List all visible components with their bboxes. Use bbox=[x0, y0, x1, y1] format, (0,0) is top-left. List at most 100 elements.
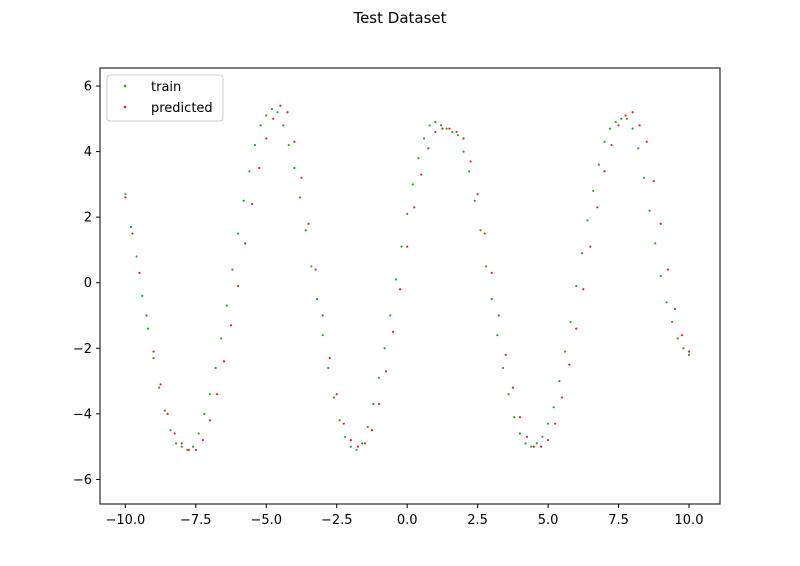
data-point-train bbox=[524, 442, 527, 445]
legend: train predicted bbox=[106, 74, 224, 122]
data-point-predicted bbox=[201, 438, 204, 442]
data-point-train bbox=[327, 366, 330, 370]
data-point-predicted bbox=[166, 412, 169, 415]
data-point-train bbox=[355, 448, 358, 452]
x-tick-label: 2.5 bbox=[467, 513, 488, 528]
data-point-predicted bbox=[546, 438, 550, 442]
x-axis-ticks: −10.0 −7.5 −5.0 −2.5 0.0 2.5 5.0 7.5 10.0 bbox=[105, 504, 703, 528]
data-point-train bbox=[501, 366, 505, 370]
data-point-predicted bbox=[349, 438, 352, 442]
data-point-predicted bbox=[624, 114, 627, 117]
data-point-train bbox=[434, 120, 437, 124]
data-point-predicted bbox=[532, 445, 536, 448]
data-point-train bbox=[349, 445, 352, 448]
data-point-train bbox=[642, 176, 646, 179]
data-point-train bbox=[310, 265, 313, 268]
data-point-predicted bbox=[180, 442, 183, 445]
data-point-train bbox=[265, 114, 268, 117]
data-point-predicted bbox=[236, 284, 240, 288]
data-point-train bbox=[298, 196, 302, 199]
data-point-train bbox=[603, 140, 606, 143]
data-point-predicted bbox=[462, 137, 465, 140]
data-point-predicted bbox=[476, 193, 479, 196]
data-point-train bbox=[220, 337, 223, 340]
data-point-predicted bbox=[652, 179, 655, 183]
data-point-train bbox=[614, 120, 617, 124]
data-point-predicted bbox=[659, 222, 662, 225]
legend-frame bbox=[106, 74, 224, 122]
data-point-predicted bbox=[610, 143, 613, 147]
x-tick-label: −7.5 bbox=[180, 513, 212, 528]
data-point-predicted bbox=[539, 445, 543, 448]
data-point-train bbox=[372, 402, 375, 406]
data-point-train bbox=[451, 130, 454, 134]
data-point-train bbox=[563, 350, 567, 353]
y-tick-label: 0 bbox=[84, 276, 92, 291]
data-point-predicted bbox=[617, 124, 620, 127]
data-point-predicted bbox=[215, 393, 219, 396]
data-point-predicted bbox=[272, 117, 275, 120]
y-tick-label: −2 bbox=[73, 342, 92, 357]
data-point-train bbox=[135, 255, 138, 258]
data-point-train bbox=[203, 412, 206, 415]
data-point-predicted bbox=[229, 324, 233, 327]
data-point-train bbox=[428, 124, 431, 127]
data-point-predicted bbox=[518, 416, 522, 419]
data-point-predicted bbox=[286, 111, 289, 114]
legend-label-predicted: predicted bbox=[151, 101, 213, 116]
y-tick-label: −4 bbox=[73, 407, 92, 422]
data-point-predicted bbox=[222, 360, 226, 363]
data-point-train bbox=[389, 314, 392, 317]
data-point-train bbox=[152, 357, 155, 360]
data-point-train bbox=[338, 419, 341, 422]
data-point-train bbox=[242, 199, 245, 202]
data-point-predicted bbox=[673, 307, 677, 311]
data-point-train bbox=[507, 393, 510, 396]
data-point-train bbox=[332, 396, 336, 399]
legend-label-train: train bbox=[151, 80, 181, 95]
data-point-predicted bbox=[314, 268, 317, 271]
data-point-train bbox=[637, 147, 640, 150]
data-point-predicted bbox=[511, 386, 514, 389]
data-point-train bbox=[552, 406, 555, 409]
data-point-predicted bbox=[434, 130, 437, 134]
data-point-train bbox=[248, 170, 251, 173]
data-point-predicted bbox=[420, 173, 423, 176]
data-point-train bbox=[558, 379, 561, 383]
data-point-train bbox=[439, 124, 443, 127]
data-point-predicted bbox=[504, 353, 507, 356]
data-point-predicted bbox=[631, 111, 634, 114]
data-point-train bbox=[597, 163, 600, 166]
data-point-train bbox=[468, 170, 471, 173]
y-tick-label: 6 bbox=[84, 80, 92, 95]
data-point-predicted bbox=[645, 140, 648, 143]
data-point-predicted bbox=[384, 370, 388, 373]
data-point-train bbox=[620, 117, 623, 120]
data-point-train bbox=[304, 229, 307, 232]
data-point-train bbox=[575, 284, 578, 288]
series-train bbox=[124, 107, 691, 452]
data-point-predicted bbox=[596, 206, 599, 209]
data-point-train bbox=[422, 137, 426, 140]
data-point-train bbox=[648, 209, 651, 212]
data-point-train bbox=[670, 320, 674, 324]
data-point-predicted bbox=[554, 422, 557, 425]
data-point-predicted bbox=[490, 271, 493, 274]
data-point-predicted bbox=[413, 206, 416, 209]
data-point-train bbox=[518, 432, 522, 435]
data-point-train bbox=[479, 229, 482, 232]
data-point-train bbox=[259, 124, 262, 127]
data-point-train bbox=[276, 111, 279, 114]
data-point-predicted bbox=[293, 140, 296, 143]
data-point-train bbox=[169, 429, 172, 432]
data-point-train bbox=[592, 189, 595, 193]
y-tick-label: 4 bbox=[84, 145, 92, 160]
data-point-predicted bbox=[251, 202, 254, 206]
data-point-predicted bbox=[194, 448, 197, 452]
data-point-train bbox=[208, 393, 212, 396]
data-point-predicted bbox=[342, 422, 345, 425]
data-point-train bbox=[682, 347, 685, 350]
data-point-train bbox=[321, 334, 324, 337]
data-point-predicted bbox=[145, 314, 148, 317]
data-point-predicted bbox=[497, 314, 500, 317]
